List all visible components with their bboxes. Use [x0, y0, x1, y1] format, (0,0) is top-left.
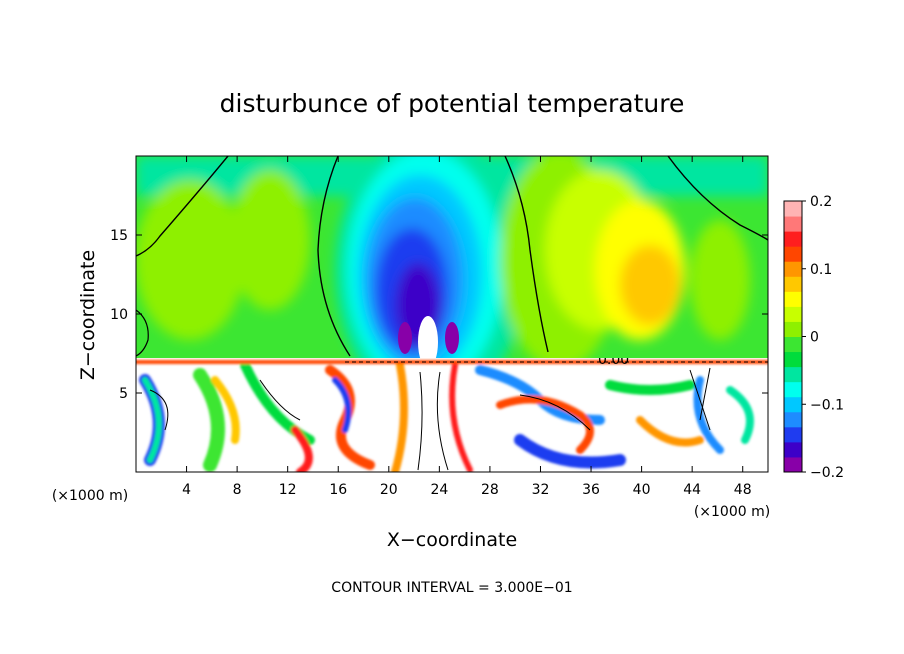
colorbar-tick-label: −0.1 [810, 397, 844, 413]
colorbar-tick-label: 0.2 [810, 194, 832, 210]
y-axis: 5 10 15 [110, 228, 768, 402]
x-tick-label: 40 [633, 482, 651, 498]
contour-label: 0.00 [598, 352, 629, 368]
colorbar-swatch [784, 306, 802, 322]
lower-field: 0.00 [136, 352, 768, 472]
x-axis: 4 8 12 16 20 24 28 32 36 40 44 48 [182, 156, 752, 498]
x-tick-label: 24 [430, 482, 448, 498]
upper-field [136, 156, 768, 358]
chart-title: disturbunce of potential temperature [220, 89, 685, 118]
colorbar-swatch [784, 441, 802, 458]
colorbar-swatch [784, 246, 802, 262]
colorbar-tick-label: 0.1 [810, 262, 832, 278]
x-tick-label: 16 [329, 482, 347, 498]
colorbar-swatch [784, 336, 802, 353]
colorbar-swatch [784, 396, 802, 413]
colorbar: 0.2 0.1 0 −0.1 −0.2 [783, 194, 844, 481]
colorbar-tick-label: 0 [810, 330, 819, 346]
y-tick-label: 5 [119, 386, 128, 402]
colorbar-swatch [784, 231, 802, 247]
colorbar-swatch [784, 216, 802, 232]
x-tick-label: 4 [182, 482, 191, 498]
x-tick-label: 48 [734, 482, 752, 498]
colorbar-swatch [784, 201, 802, 217]
y-tick-label: 10 [110, 307, 128, 323]
x-tick-label: 8 [233, 482, 242, 498]
x-tick-label: 28 [481, 482, 499, 498]
colorbar-swatch [784, 261, 802, 277]
x-tick-label: 20 [380, 482, 398, 498]
x-tick-label: 32 [532, 482, 550, 498]
colorbar-swatch [784, 426, 802, 443]
colorbar-swatch [784, 381, 802, 398]
colorbar-swatch [784, 366, 802, 383]
colorbar-swatch [784, 276, 802, 292]
colorbar-swatch [784, 321, 802, 337]
y-tick-label: 15 [110, 228, 128, 244]
colorbar-swatch [784, 411, 802, 428]
x-tick-label: 36 [582, 482, 600, 498]
x-unit-right: (×1000 m) [694, 504, 770, 520]
colorbar-swatch [784, 291, 802, 307]
y-axis-label: Z−coordinate [77, 250, 99, 380]
colorbar-swatch [784, 351, 802, 368]
x-axis-label: X−coordinate [387, 529, 517, 551]
x-unit-left: (×1000 m) [52, 488, 128, 504]
x-tick-label: 12 [279, 482, 297, 498]
contour-interval-note: CONTOUR INTERVAL = 3.000E−01 [331, 580, 572, 596]
x-tick-label: 44 [683, 482, 701, 498]
colorbar-tick-label: −0.2 [810, 465, 844, 481]
colorbar-swatch [784, 456, 802, 473]
